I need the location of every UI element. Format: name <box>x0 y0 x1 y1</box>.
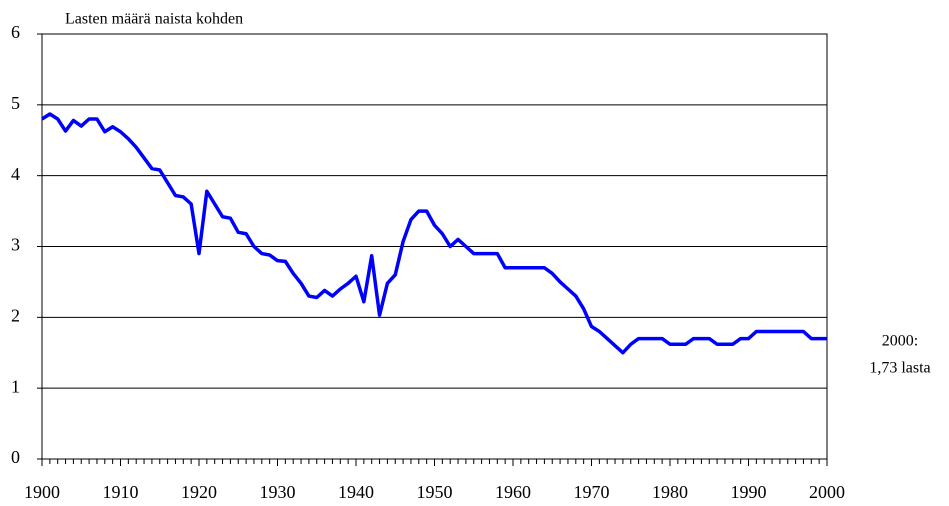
y-tick-label: 5 <box>11 93 20 113</box>
x-tick-label: 2000 <box>809 482 845 502</box>
y-tick-label: 4 <box>11 164 20 184</box>
x-tick-label: 1980 <box>652 482 688 502</box>
annotation: 2000: <box>882 333 918 350</box>
x-tick-label: 1910 <box>103 482 139 502</box>
y-tick-label: 2 <box>11 305 20 325</box>
x-tick-label: 1970 <box>574 482 610 502</box>
y-tick-label: 0 <box>11 447 20 467</box>
y-tick-label: 1 <box>11 376 20 396</box>
x-tick-label: 1900 <box>24 482 60 502</box>
y-axis-label: Lasten määrä naista kohden <box>65 11 243 28</box>
x-tick-label: 1990 <box>731 482 767 502</box>
x-tick-label: 1950 <box>417 482 453 502</box>
x-tick-label: 1920 <box>181 482 217 502</box>
y-tick-label: 3 <box>11 235 20 255</box>
x-tick-label: 1940 <box>338 482 374 502</box>
x-tick-label: 1960 <box>495 482 531 502</box>
data-line <box>41 112 827 355</box>
annotation: 1,73 lasta <box>869 360 930 377</box>
x-tick-label: 1930 <box>260 482 296 502</box>
y-tick-label: 6 <box>11 22 20 42</box>
